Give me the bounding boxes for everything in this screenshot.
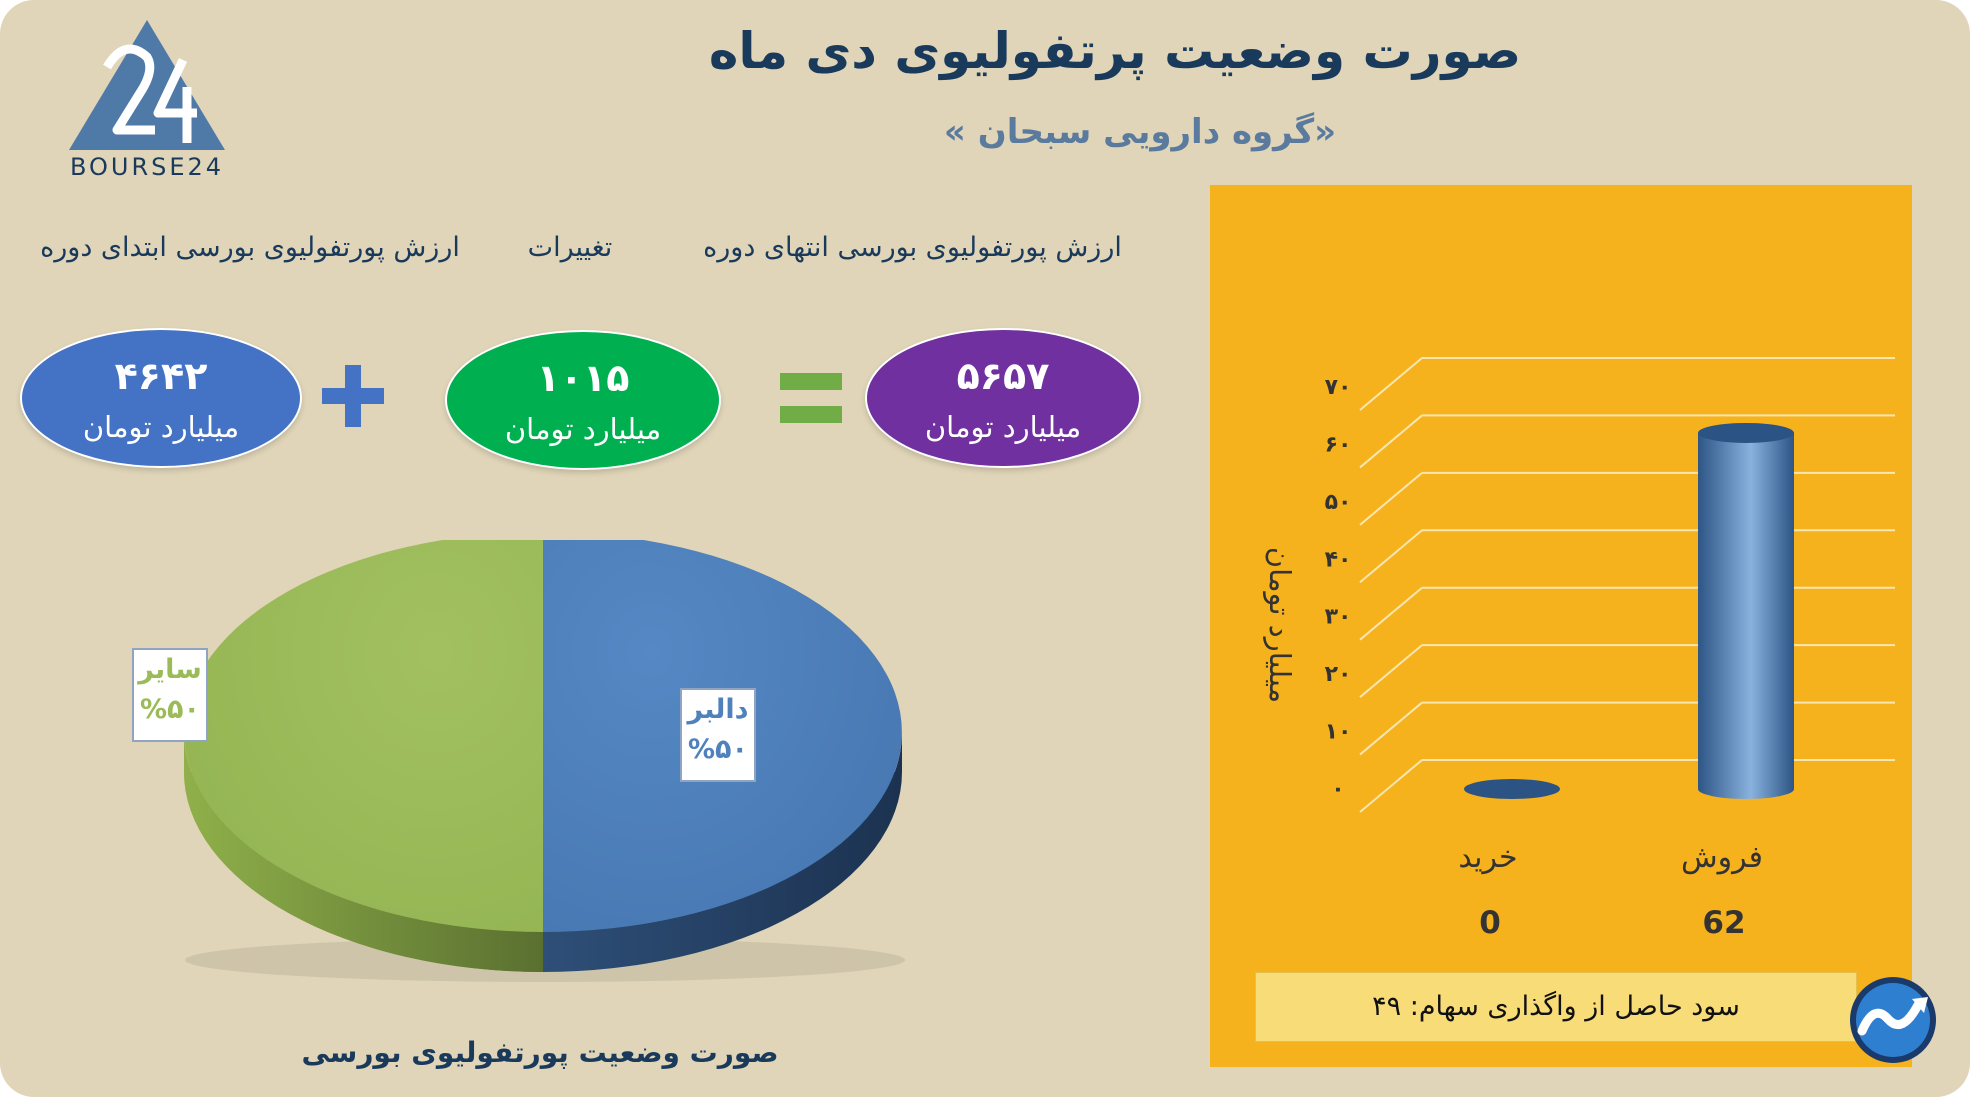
y-tick-label: ۶۰ <box>1325 432 1352 457</box>
y-tick-label: ۳۰ <box>1325 605 1352 630</box>
grid-diagonal <box>1359 357 1423 411</box>
change-value: ۱۰۱۵ <box>536 356 630 400</box>
grid-diagonal <box>1359 414 1423 469</box>
end-value: ۵۶۵۷ <box>956 354 1050 398</box>
start-value-label: ارزش پورتفولیوی بورسی ابتدای دوره <box>40 232 460 263</box>
page-subtitle: «گروه دارویی سبحان » <box>943 112 1337 152</box>
bar-cylinder-1 <box>1464 779 1560 799</box>
y-tick-label: ۵۰ <box>1325 490 1352 515</box>
pie-label-other-value: %۵۰ <box>139 694 200 725</box>
grid-diagonal <box>1359 701 1423 756</box>
equals-icon <box>780 373 842 423</box>
grid-diagonal <box>1359 644 1423 698</box>
end-value-label: ارزش پورتفولیوی بورسی انتهای دوره <box>703 232 1122 263</box>
y-tick-label: ۰ <box>1331 777 1344 802</box>
pie-label-dalbar-name: دالبر <box>687 694 749 725</box>
y-tick-label: ۲۰ <box>1325 662 1352 687</box>
end-value-oval: ۵۶۵۷ میلیارد تومان <box>865 328 1141 468</box>
pie-slice-2 <box>184 532 543 932</box>
grid-diagonal <box>1359 472 1423 526</box>
bar-value-label: 62 <box>1702 905 1745 941</box>
bar-cylinder-2 <box>1698 432 1794 799</box>
start-value-unit: میلیارد تومان <box>82 410 240 444</box>
x-category-label: فروش <box>1681 840 1763 875</box>
start-value: ۴۶۴۲ <box>114 354 208 398</box>
pie-chart: دالبر %۵۰ سایر %۵۰ <box>132 532 930 1000</box>
change-label: تغییرات <box>527 232 613 263</box>
bar-chart: ۰ ۱۰ ۲۰ ۳۰ ۴۰ ۵۰ ۶۰ ۷۰ خرید 0 فروش 62 میلیارد توما… <box>1263 357 1895 941</box>
bourse24-logo: BOURSE24 <box>55 15 240 185</box>
bar-cylinder-top-2 <box>1698 422 1794 443</box>
pie-caption: صورت وضعیت پورتفولیوی بورسی <box>301 1036 779 1069</box>
grid-diagonal <box>1359 529 1423 584</box>
grid-diagonal <box>1359 586 1423 641</box>
logo-triangle-icon: BOURSE24 <box>69 20 225 181</box>
end-value-unit: میلیارد تومان <box>924 410 1082 444</box>
pie-label-dalbar-value: %۵۰ <box>687 734 748 765</box>
start-value-oval: ۴۶۴۲ میلیارد تومان <box>20 328 302 468</box>
y-tick-label: ۱۰ <box>1325 720 1352 745</box>
pie-label-dalbar: دالبر %۵۰ <box>680 688 756 782</box>
grid-diagonal <box>1359 759 1423 813</box>
profit-note: سود حاصل از واگذاری سهام: ۴۹ <box>1255 972 1857 1042</box>
plus-icon <box>322 365 384 427</box>
trend-logo-icon <box>1848 975 1938 1065</box>
pie-label-other-name: سایر <box>138 654 202 685</box>
y-tick-label: ۴۰ <box>1325 547 1352 572</box>
logo-text: BOURSE24 <box>70 153 224 181</box>
y-tick-label: ۷۰ <box>1325 375 1352 400</box>
bar-chart-panel: ۰ ۱۰ ۲۰ ۳۰ ۴۰ ۵۰ ۶۰ ۷۰ خرید 0 فروش 62 میلیارد توما… <box>1210 185 1912 1067</box>
page-title: صورت وضعیت پرتفولیوی دی ماه <box>708 22 1522 80</box>
pie-label-other: سایر %۵۰ <box>132 648 208 742</box>
bar-value-label: 0 <box>1479 905 1501 941</box>
bar-ylabel: میلیارد تومان <box>1263 547 1297 703</box>
pie-side-front-green <box>184 732 543 972</box>
x-category-label: خرید <box>1458 840 1517 875</box>
change-value-oval: ۱۰۱۵ میلیارد تومان <box>445 330 721 470</box>
change-value-unit: میلیارد تومان <box>504 412 662 446</box>
